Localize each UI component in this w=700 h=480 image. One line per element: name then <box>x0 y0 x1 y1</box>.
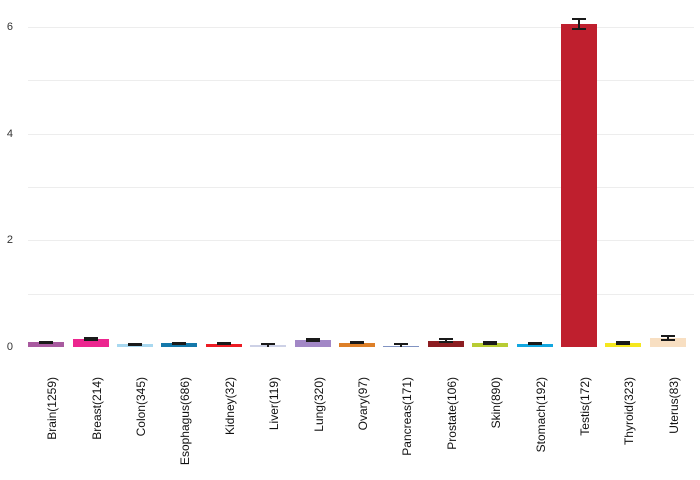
error-bar-top-cap-stomach <box>527 342 542 345</box>
error-bar-top-cap-pancreas <box>394 343 409 345</box>
bar-esophagus <box>161 343 198 347</box>
error-bar-bottom-cap-brain <box>39 341 54 344</box>
gridline-y-4 <box>28 133 694 135</box>
error-bar-top-cap-lung <box>305 338 320 341</box>
bar-lung <box>294 340 331 347</box>
error-bar-top-cap-breast <box>83 337 98 340</box>
error-bar-top-cap-skin <box>483 341 498 344</box>
bar-stomach <box>516 343 553 347</box>
bar-prostate <box>427 340 464 347</box>
x-tick-label-brain: Brain(1259) <box>45 377 60 440</box>
gridline-y-1 <box>28 293 694 295</box>
x-tick-label-thyroid: Thyroid(323) <box>622 377 637 446</box>
error-bar-bottom-cap-lung <box>305 339 320 342</box>
error-bar-liver <box>267 343 270 347</box>
gridline-y-5 <box>28 80 694 82</box>
error-bar-top-cap-uterus <box>660 335 675 338</box>
y-tick-label-0: 0 <box>6 341 13 353</box>
error-bar-prostate <box>444 338 447 343</box>
error-bar-top-cap-prostate <box>438 338 453 341</box>
plot-area <box>24 0 690 347</box>
bar-testis <box>561 24 597 347</box>
error-bar-top-cap-colon <box>128 342 142 345</box>
error-bar-bottom-cap-kidney <box>216 343 231 346</box>
error-bar-uterus <box>666 335 669 341</box>
error-bar-top-cap-liver <box>261 343 276 345</box>
y-tick-label-4: 4 <box>6 127 13 140</box>
x-tick-label-breast: Breast(214) <box>89 377 104 440</box>
error-bar-bottom-cap-skin <box>483 342 498 345</box>
error-bar-bottom-cap-ovary <box>350 342 364 345</box>
error-bar-testis <box>578 18 580 31</box>
error-bar-bottom-cap-prostate <box>438 340 453 343</box>
x-tick-label-stomach: Stomach(192) <box>533 377 548 453</box>
bar-uterus <box>649 337 686 347</box>
x-tick-label-colon: Colon(345) <box>134 377 148 437</box>
x-tick-label-kidney: Kidney(32) <box>222 377 237 436</box>
y-axis-tick-labels: 0 2 4 6 <box>0 0 14 360</box>
error-bar-bottom-cap-esophagus <box>172 342 187 345</box>
error-bar-bottom-cap-stomach <box>527 343 542 346</box>
x-tick-label-lung: Lung(320) <box>311 377 326 432</box>
error-bar-bottom-cap-thyroid <box>616 342 631 345</box>
error-bar-top-cap-esophagus <box>172 341 187 344</box>
error-bar-bottom-cap-uterus <box>660 338 675 341</box>
bar-ovary <box>339 342 375 347</box>
error-bar-thyroid <box>622 340 625 345</box>
error-bar-top-cap-ovary <box>350 341 364 344</box>
error-bar-bottom-cap-colon <box>128 343 142 346</box>
bar-skin <box>472 343 509 347</box>
error-bar-bottom-cap-testis <box>572 28 586 31</box>
gridline-y-3 <box>28 187 694 188</box>
error-bar-top-cap-testis <box>572 18 586 21</box>
error-bar-bottom-cap-breast <box>83 338 98 341</box>
y-tick-label-6: 6 <box>6 21 13 33</box>
gridline-y-2 <box>28 240 694 242</box>
x-tick-label-pancreas: Pancreas(171) <box>400 377 415 456</box>
error-bar-top-cap-thyroid <box>616 340 631 343</box>
error-bar-pancreas <box>400 343 403 347</box>
bar-brain <box>28 342 65 347</box>
gridline-y-6 <box>28 27 694 28</box>
x-tick-label-testis: Testis(172) <box>578 377 592 436</box>
error-bar-top-cap-brain <box>39 340 54 343</box>
bar-kidney <box>205 343 242 347</box>
error-bar-top-cap-kidney <box>216 342 231 345</box>
x-tick-label-liver: Liver(119) <box>267 377 282 431</box>
x-tick-label-uterus: Uterus(83) <box>666 377 681 434</box>
x-tick-label-prostate: Prostate(106) <box>444 377 459 450</box>
x-tick-label-ovary: Ovary(97) <box>356 377 370 431</box>
bar-breast <box>72 339 109 347</box>
x-tick-label-skin: Skin(890) <box>489 377 504 429</box>
x-tick-label-esophagus: Esophagus(686) <box>178 377 193 466</box>
gridlines-layer <box>28 0 694 348</box>
y-tick-label-2: 2 <box>6 234 13 247</box>
